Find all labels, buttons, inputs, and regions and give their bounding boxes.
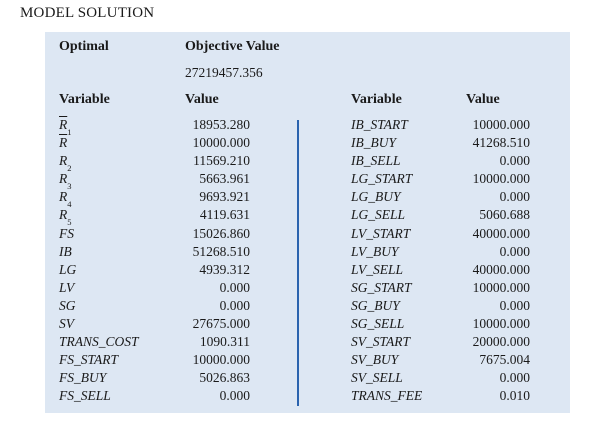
left-variable-name: R5: [59, 207, 72, 228]
left-variable-name: R: [59, 135, 68, 151]
right-variable-value: 40000.000: [472, 225, 530, 241]
right-variable-name: LG_BUY: [351, 189, 401, 205]
left-variable-name: LV: [59, 279, 75, 295]
right-variable-value: 10000.000: [472, 316, 530, 332]
right-variable-name: IB_START: [351, 117, 408, 132]
right-variable-name: IB_SELL: [351, 153, 401, 169]
left-variable-name: R1: [59, 117, 72, 137]
left-variable-name: FS_SELL: [59, 388, 111, 404]
left-variable-value: 0.000: [219, 297, 250, 313]
variable-header-right: Variable: [351, 92, 402, 107]
right-variable-name: LG_SELL: [351, 207, 406, 223]
right-variable-value: 0.000: [499, 297, 530, 313]
right-value-column: 10000.000 41268.510 0.000 10000.000 0.000 506…: [445, 116, 530, 406]
right-variable-value: 0.000: [499, 370, 530, 386]
right-variable-name: SV_START: [351, 334, 411, 350]
left-variable-value: 4119.631: [199, 207, 250, 223]
right-variable-name: SV_BUY: [351, 352, 399, 368]
right-variable-value: 41268.510: [472, 135, 530, 151]
right-variable-column: IB_START IB_BUY IB_SELL LG_START LG_BUY LG_SE…: [351, 116, 461, 406]
left-variable-value: 10000.000: [192, 352, 250, 368]
right-variable-value: 0.000: [499, 153, 530, 169]
objective-value: 27219457.356: [185, 65, 263, 80]
left-variable-value: 0.000: [219, 388, 250, 404]
left-variable-column: R1 R R2 R3 R4 R5 FS IB LG LV SG SV TRANS_COST FS_STAR…: [59, 116, 179, 406]
left-variable-value: 27675.000: [192, 316, 250, 332]
right-variable-name: LV_BUY: [351, 243, 399, 259]
left-variable-value: 1090.311: [199, 334, 250, 350]
left-variable-value: 10000.000: [192, 135, 250, 151]
right-variable-value: 0.000: [499, 189, 530, 205]
left-variable-value: 0.000: [219, 279, 250, 295]
left-variable-value: 9693.921: [199, 189, 250, 205]
left-variable-value: 5663.961: [199, 171, 250, 187]
right-variable-name: SG_BUY: [351, 297, 400, 313]
objective-value-header: Objective Value: [185, 39, 280, 54]
right-variable-name: TRANS_FEE: [351, 388, 423, 404]
variable-header-left: Variable: [59, 92, 110, 107]
left-variable-value: 5026.863: [199, 370, 250, 386]
left-variable-value: 51268.510: [192, 243, 250, 259]
left-variable-name: SG: [59, 297, 76, 313]
left-variable-name: R3: [59, 171, 72, 191]
left-variable-name: R2: [59, 153, 72, 173]
right-variable-value: 20000.000: [472, 334, 530, 350]
right-variable-name: SV_SELL: [351, 370, 403, 386]
left-value-column: 18953.280 10000.000 11569.210 5663.961 9693.…: [165, 116, 250, 406]
right-variable-name: LV_SELL: [351, 261, 404, 277]
left-variable-value: 11569.210: [193, 153, 250, 169]
left-variable-name: FS_START: [59, 352, 119, 368]
right-variable-value: 10000.000: [472, 171, 530, 187]
optimal-label: Optimal: [59, 39, 109, 54]
right-variable-value: 0.010: [499, 388, 530, 404]
right-variable-name: SG_SELL: [351, 316, 405, 332]
solution-panel: Optimal Objective Value 27219457.356 Var…: [45, 32, 570, 413]
right-variable-value: 0.000: [499, 243, 530, 259]
left-variable-value: 4939.312: [199, 261, 250, 277]
left-variable-name: LG: [59, 261, 77, 277]
right-variable-value: 40000.000: [472, 261, 530, 277]
left-variable-name: TRANS_COST: [59, 334, 139, 350]
left-variable-name: SV: [59, 316, 74, 332]
right-variable-value: 10000.000: [472, 117, 530, 132]
right-variable-value: 5060.688: [479, 207, 530, 223]
left-variable-value: 18953.280: [192, 117, 250, 132]
left-variable-name: R4: [59, 189, 72, 210]
model-solution-heading: MODEL SOLUTION: [20, 5, 155, 21]
right-variable-name: LV_START: [351, 225, 411, 241]
right-variable-value: 10000.000: [472, 279, 530, 295]
left-variable-name: FS_BUY: [59, 370, 107, 386]
value-header-right: Value: [466, 92, 500, 107]
right-variable-name: IB_BUY: [351, 135, 396, 151]
right-variable-value: 7675.004: [479, 352, 530, 368]
column-divider: [297, 120, 299, 406]
right-variable-name: SG_START: [351, 279, 412, 295]
left-variable-value: 15026.860: [192, 225, 250, 241]
left-variable-name: IB: [59, 243, 72, 259]
value-header-left: Value: [185, 92, 219, 107]
right-variable-name: LG_START: [351, 171, 413, 187]
left-variable-name: FS: [59, 225, 74, 241]
